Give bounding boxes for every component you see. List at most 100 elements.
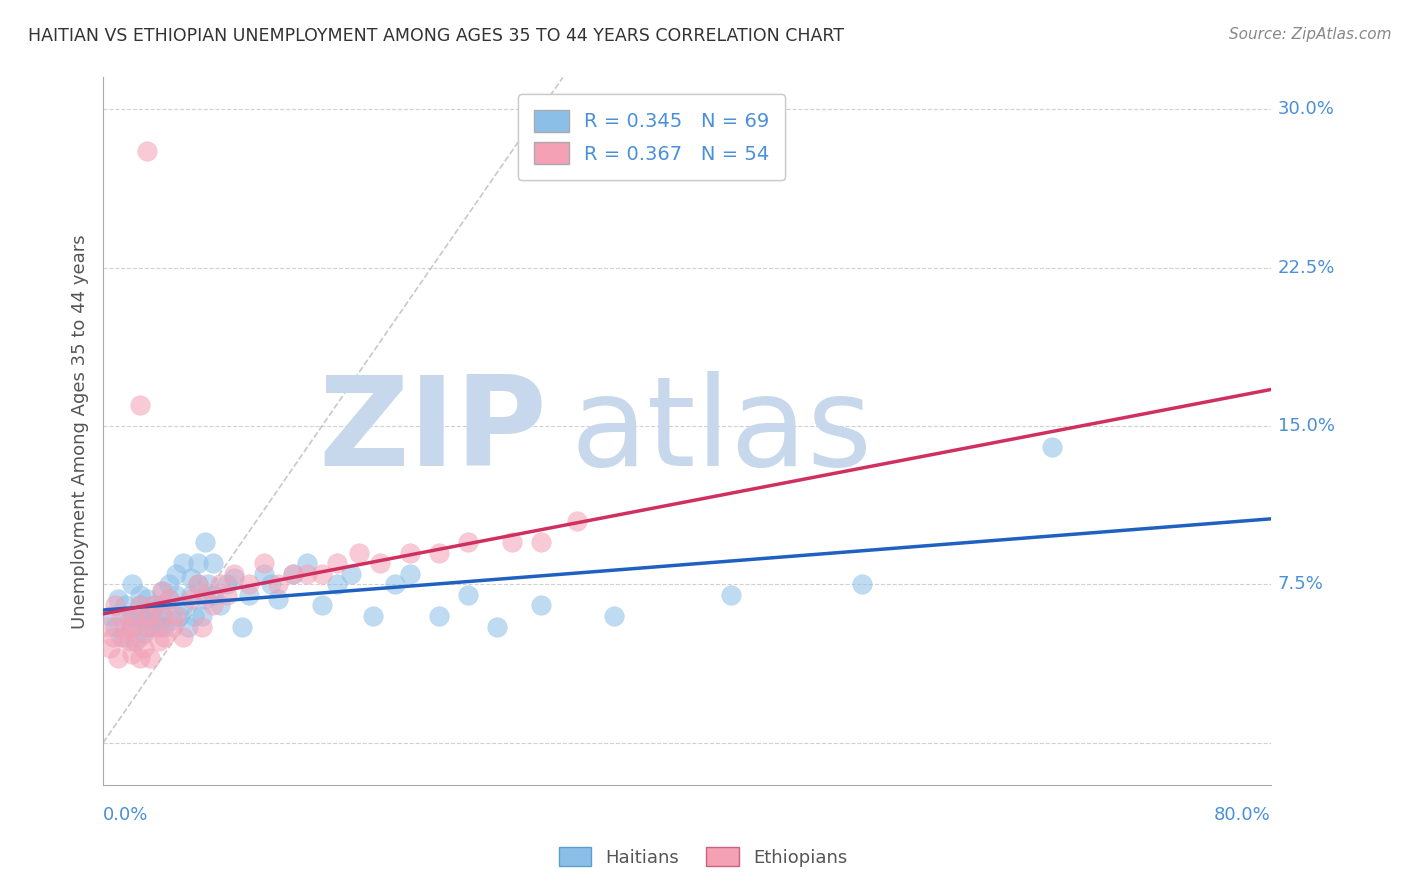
Text: 0.0%: 0.0% xyxy=(103,806,149,824)
Point xyxy=(143,619,166,633)
Point xyxy=(267,577,290,591)
Point xyxy=(96,619,118,633)
Point xyxy=(231,619,253,633)
Point xyxy=(135,145,157,159)
Point xyxy=(172,599,194,613)
Point xyxy=(457,535,479,549)
Point xyxy=(191,619,214,633)
Point xyxy=(427,609,450,624)
Point xyxy=(114,619,136,633)
Point xyxy=(253,556,276,570)
Point xyxy=(124,634,146,648)
Point xyxy=(132,626,155,640)
Point xyxy=(157,592,180,607)
Point xyxy=(603,609,626,624)
Point xyxy=(162,619,184,633)
Point xyxy=(201,599,224,613)
Point xyxy=(132,640,155,655)
Point xyxy=(128,599,150,613)
Text: 15.0%: 15.0% xyxy=(1278,417,1334,435)
Point xyxy=(135,609,157,624)
Point xyxy=(177,619,200,633)
Point xyxy=(162,613,184,627)
Y-axis label: Unemployment Among Ages 35 to 44 years: Unemployment Among Ages 35 to 44 years xyxy=(72,234,89,629)
Point xyxy=(150,583,173,598)
Point xyxy=(217,588,239,602)
Point xyxy=(157,577,180,591)
Text: HAITIAN VS ETHIOPIAN UNEMPLOYMENT AMONG AGES 35 TO 44 YEARS CORRELATION CHART: HAITIAN VS ETHIOPIAN UNEMPLOYMENT AMONG … xyxy=(28,27,844,45)
Point xyxy=(325,556,347,570)
Point xyxy=(180,588,202,602)
Point xyxy=(148,634,170,648)
Point xyxy=(297,556,319,570)
Point xyxy=(139,651,162,665)
Point xyxy=(486,619,509,633)
Point xyxy=(104,599,127,613)
Point xyxy=(180,571,202,585)
Point xyxy=(201,588,224,602)
Point xyxy=(165,609,187,624)
Point xyxy=(128,651,150,665)
Point xyxy=(183,609,205,624)
Legend: R = 0.345   N = 69, R = 0.367   N = 54: R = 0.345 N = 69, R = 0.367 N = 54 xyxy=(519,95,786,180)
Point xyxy=(208,599,231,613)
Point xyxy=(107,651,129,665)
Point xyxy=(194,588,217,602)
Text: 7.5%: 7.5% xyxy=(1278,575,1323,593)
Point xyxy=(110,630,132,644)
Point xyxy=(260,577,283,591)
Text: 80.0%: 80.0% xyxy=(1213,806,1271,824)
Point xyxy=(253,566,276,581)
Point xyxy=(325,577,347,591)
Point xyxy=(100,609,122,624)
Point xyxy=(143,599,166,613)
Text: ZIP: ZIP xyxy=(318,371,547,491)
Point xyxy=(103,630,125,644)
Point xyxy=(180,592,202,607)
Point xyxy=(238,588,260,602)
Point xyxy=(194,535,217,549)
Point xyxy=(135,613,157,627)
Point xyxy=(167,609,190,624)
Point xyxy=(281,566,304,581)
Point xyxy=(197,577,219,591)
Point xyxy=(165,566,187,581)
Point xyxy=(121,577,143,591)
Point xyxy=(139,605,162,619)
Point xyxy=(128,599,150,613)
Text: 22.5%: 22.5% xyxy=(1278,259,1336,277)
Point xyxy=(124,609,146,624)
Point xyxy=(143,599,166,613)
Point xyxy=(398,546,420,560)
Point xyxy=(191,609,214,624)
Point xyxy=(172,630,194,644)
Point xyxy=(501,535,523,549)
Point xyxy=(135,619,157,633)
Point xyxy=(217,577,239,591)
Point xyxy=(1040,440,1063,454)
Point xyxy=(281,566,304,581)
Point xyxy=(187,577,209,591)
Point xyxy=(224,571,246,585)
Point xyxy=(530,535,553,549)
Point xyxy=(187,577,209,591)
Point xyxy=(157,592,180,607)
Point xyxy=(427,546,450,560)
Point xyxy=(457,588,479,602)
Point xyxy=(208,577,231,591)
Point xyxy=(114,599,136,613)
Point xyxy=(172,556,194,570)
Point xyxy=(851,577,873,591)
Point xyxy=(340,566,363,581)
Legend: Haitians, Ethiopians: Haitians, Ethiopians xyxy=(551,840,855,874)
Point xyxy=(398,566,420,581)
Point xyxy=(135,592,157,607)
Point xyxy=(114,630,136,644)
Point xyxy=(121,619,143,633)
Point xyxy=(150,599,173,613)
Text: 30.0%: 30.0% xyxy=(1278,100,1334,118)
Point xyxy=(311,599,333,613)
Point xyxy=(118,634,141,648)
Point xyxy=(153,630,176,644)
Point xyxy=(567,514,589,528)
